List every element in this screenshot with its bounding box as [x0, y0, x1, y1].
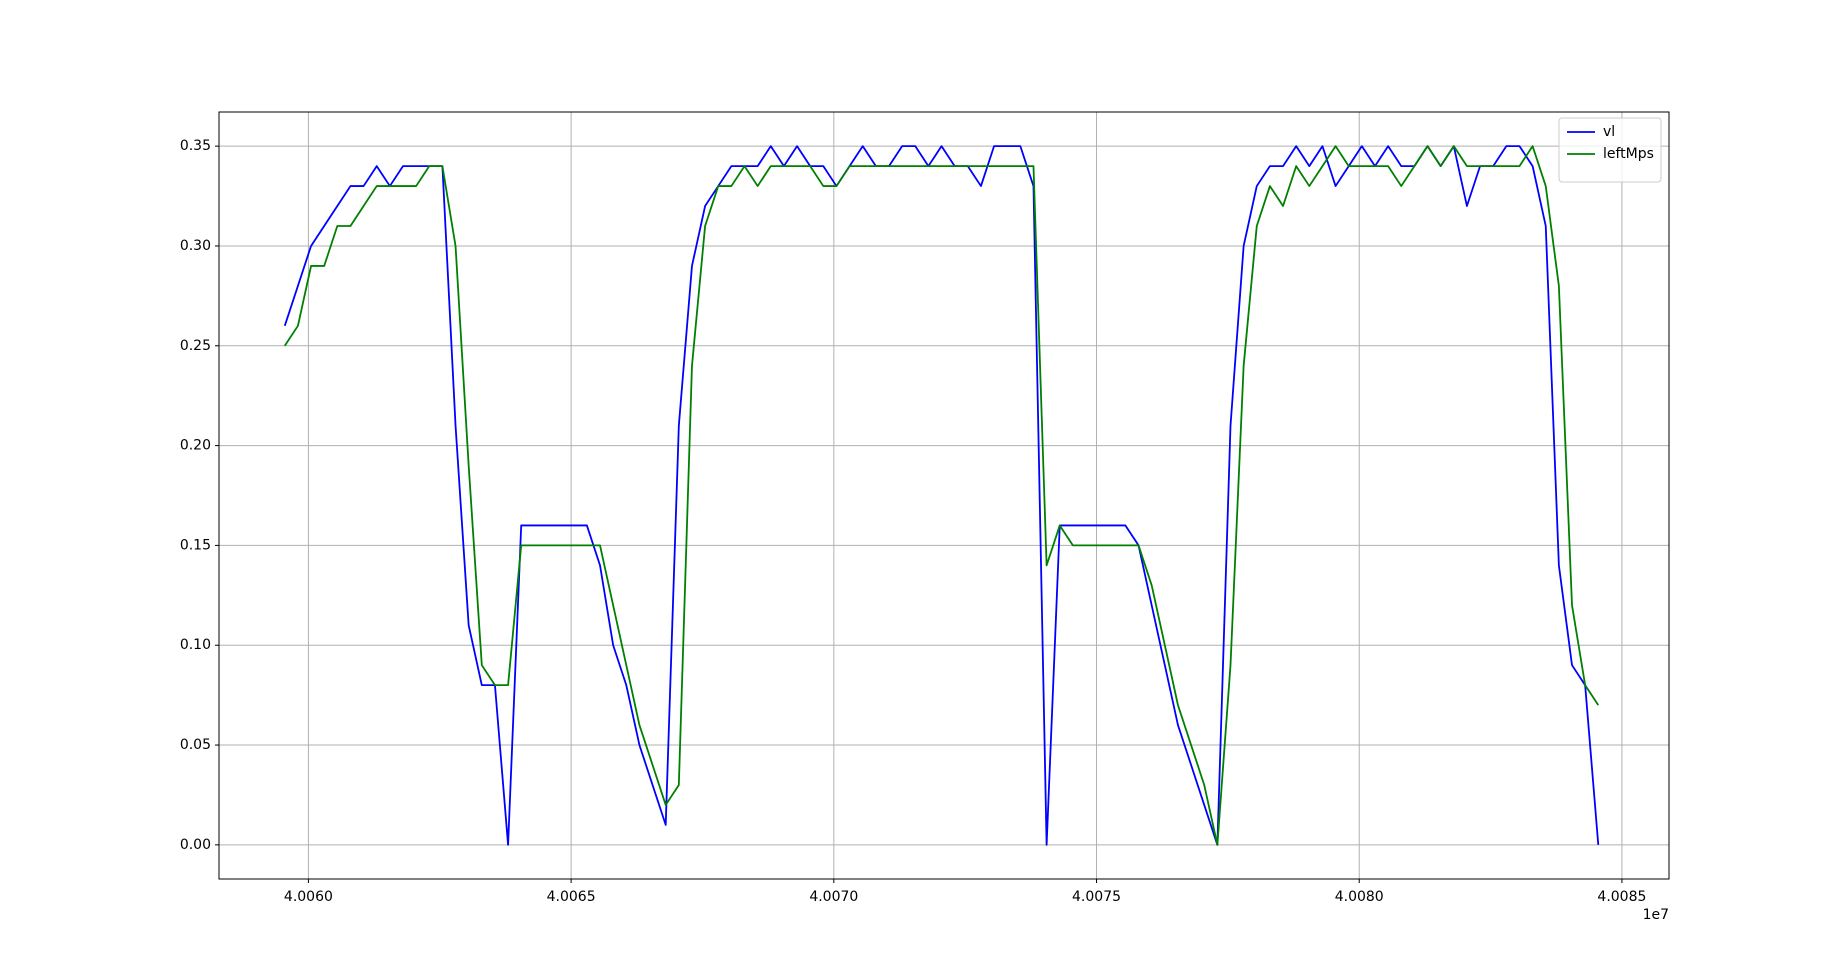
y-tick-label: 0.30 — [180, 238, 211, 254]
legend-box — [1558, 117, 1662, 183]
data-line — [283, 145, 1600, 846]
legend-label: leftMps — [1603, 146, 1654, 162]
x-tick-label: 4.0080 — [1335, 889, 1384, 905]
y-tick-label: 0.00 — [180, 837, 211, 853]
data-line — [284, 145, 1600, 846]
y-tick-label: 0.35 — [180, 138, 211, 154]
y-tick-label: 0.10 — [180, 637, 211, 653]
x-tick-label: 4.0065 — [547, 889, 596, 905]
y-tick-label: 0.05 — [180, 737, 211, 753]
x-tick-label: 4.0070 — [809, 889, 858, 905]
x-tick-label: 4.0060 — [284, 889, 333, 905]
x-tick-label: 4.0085 — [1597, 889, 1646, 905]
x-offset-label: 1e7 — [1643, 907, 1669, 923]
legend-label: vl — [1603, 124, 1615, 140]
plot-frame — [218, 111, 1670, 880]
x-tick-label: 4.0075 — [1072, 889, 1121, 905]
y-tick-label: 0.15 — [180, 537, 211, 553]
y-tick-label: 0.25 — [180, 338, 211, 354]
y-tick-label: 0.20 — [180, 438, 211, 454]
